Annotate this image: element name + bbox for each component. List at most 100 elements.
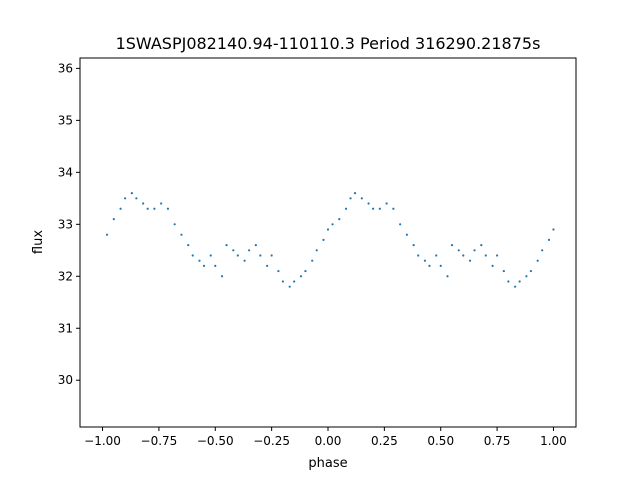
data-point — [423, 259, 427, 262]
data-point — [254, 244, 257, 247]
data-point — [428, 264, 431, 267]
data-point — [153, 207, 156, 210]
data-point — [166, 207, 170, 210]
data-point — [525, 275, 528, 278]
data-point — [119, 207, 122, 210]
data-point — [259, 254, 262, 257]
data-point — [105, 233, 109, 236]
data-point — [385, 202, 388, 205]
data-point — [480, 244, 483, 247]
y-tick-label: 35 — [58, 113, 73, 127]
x-tick-label: 0.25 — [371, 434, 398, 448]
data-point — [349, 197, 352, 200]
data-point — [112, 218, 115, 221]
data-point — [322, 238, 325, 241]
data-point — [243, 259, 246, 262]
data-point — [514, 285, 517, 288]
data-point — [173, 223, 176, 226]
data-point — [450, 244, 454, 247]
data-point — [326, 228, 330, 231]
data-point — [277, 269, 280, 273]
data-point — [304, 269, 307, 273]
data-point — [209, 254, 212, 257]
data-point — [315, 249, 318, 252]
data-point — [502, 269, 505, 273]
data-point — [311, 259, 314, 262]
data-point — [293, 280, 296, 283]
y-tick-label: 33 — [58, 217, 73, 231]
data-point — [160, 202, 163, 205]
data-point — [338, 218, 341, 221]
data-point — [220, 275, 224, 278]
data-point — [198, 259, 201, 262]
data-point — [236, 254, 239, 257]
x-axis-label: phase — [308, 456, 347, 471]
data-point — [142, 202, 145, 205]
data-point — [360, 197, 363, 200]
y-tick-label: 31 — [58, 321, 73, 335]
data-point — [439, 264, 442, 267]
data-point — [446, 275, 449, 278]
y-tick-label: 34 — [58, 165, 73, 179]
data-point — [392, 207, 395, 210]
data-point — [529, 269, 533, 273]
data-point — [541, 249, 544, 252]
data-point — [507, 280, 510, 283]
data-points — [105, 192, 555, 288]
data-point — [232, 249, 235, 252]
y-tick-label: 36 — [58, 61, 73, 75]
data-point — [123, 197, 127, 200]
data-point — [552, 228, 555, 231]
y-tick-label: 32 — [58, 269, 73, 283]
x-tick-label: 0.00 — [315, 434, 342, 448]
data-point — [435, 254, 438, 257]
data-point — [344, 207, 348, 210]
data-point — [353, 192, 357, 195]
data-point — [547, 238, 551, 241]
data-point — [484, 254, 487, 257]
data-point — [180, 233, 183, 236]
x-tick-label: −0.25 — [253, 434, 290, 448]
y-tick-label: 30 — [58, 373, 73, 387]
data-point — [135, 197, 138, 200]
data-point — [187, 244, 190, 247]
data-point — [299, 275, 303, 278]
x-tick-label: 1.00 — [540, 434, 567, 448]
data-point — [457, 249, 460, 252]
x-tick-label: −0.50 — [197, 434, 234, 448]
data-point — [281, 280, 285, 283]
data-point — [462, 254, 465, 257]
x-tick-label: 0.75 — [484, 434, 511, 448]
data-point — [495, 254, 499, 257]
data-point — [371, 207, 375, 210]
x-tick-label: −0.75 — [141, 434, 178, 448]
data-point — [225, 244, 228, 247]
y-axis-label: flux — [31, 230, 46, 254]
data-point — [214, 264, 217, 267]
data-point — [130, 192, 133, 195]
x-tick-label: 0.50 — [427, 434, 454, 448]
chart-title: 1SWASPJ082140.94-110110.3 Period 316290.… — [116, 34, 541, 53]
data-point — [378, 207, 381, 210]
data-point — [146, 207, 149, 210]
x-tick-label: −1.00 — [84, 434, 121, 448]
data-point — [202, 264, 206, 267]
data-point — [399, 223, 402, 226]
data-point — [191, 254, 194, 257]
data-point — [491, 264, 494, 267]
data-point — [288, 285, 291, 288]
data-point — [405, 233, 409, 236]
data-point — [331, 223, 334, 226]
data-point — [247, 249, 251, 252]
data-point — [518, 280, 521, 283]
data-point — [367, 202, 370, 205]
y-axis: 30 31 32 33 34 35 36 — [58, 61, 80, 387]
x-axis: −1.00 −0.75 −0.50 −0.25 0.00 0.25 0.50 0.75 1.00 — [84, 427, 567, 448]
data-point — [536, 259, 539, 262]
data-point — [266, 264, 269, 267]
data-point — [468, 259, 472, 262]
data-point — [473, 249, 476, 252]
